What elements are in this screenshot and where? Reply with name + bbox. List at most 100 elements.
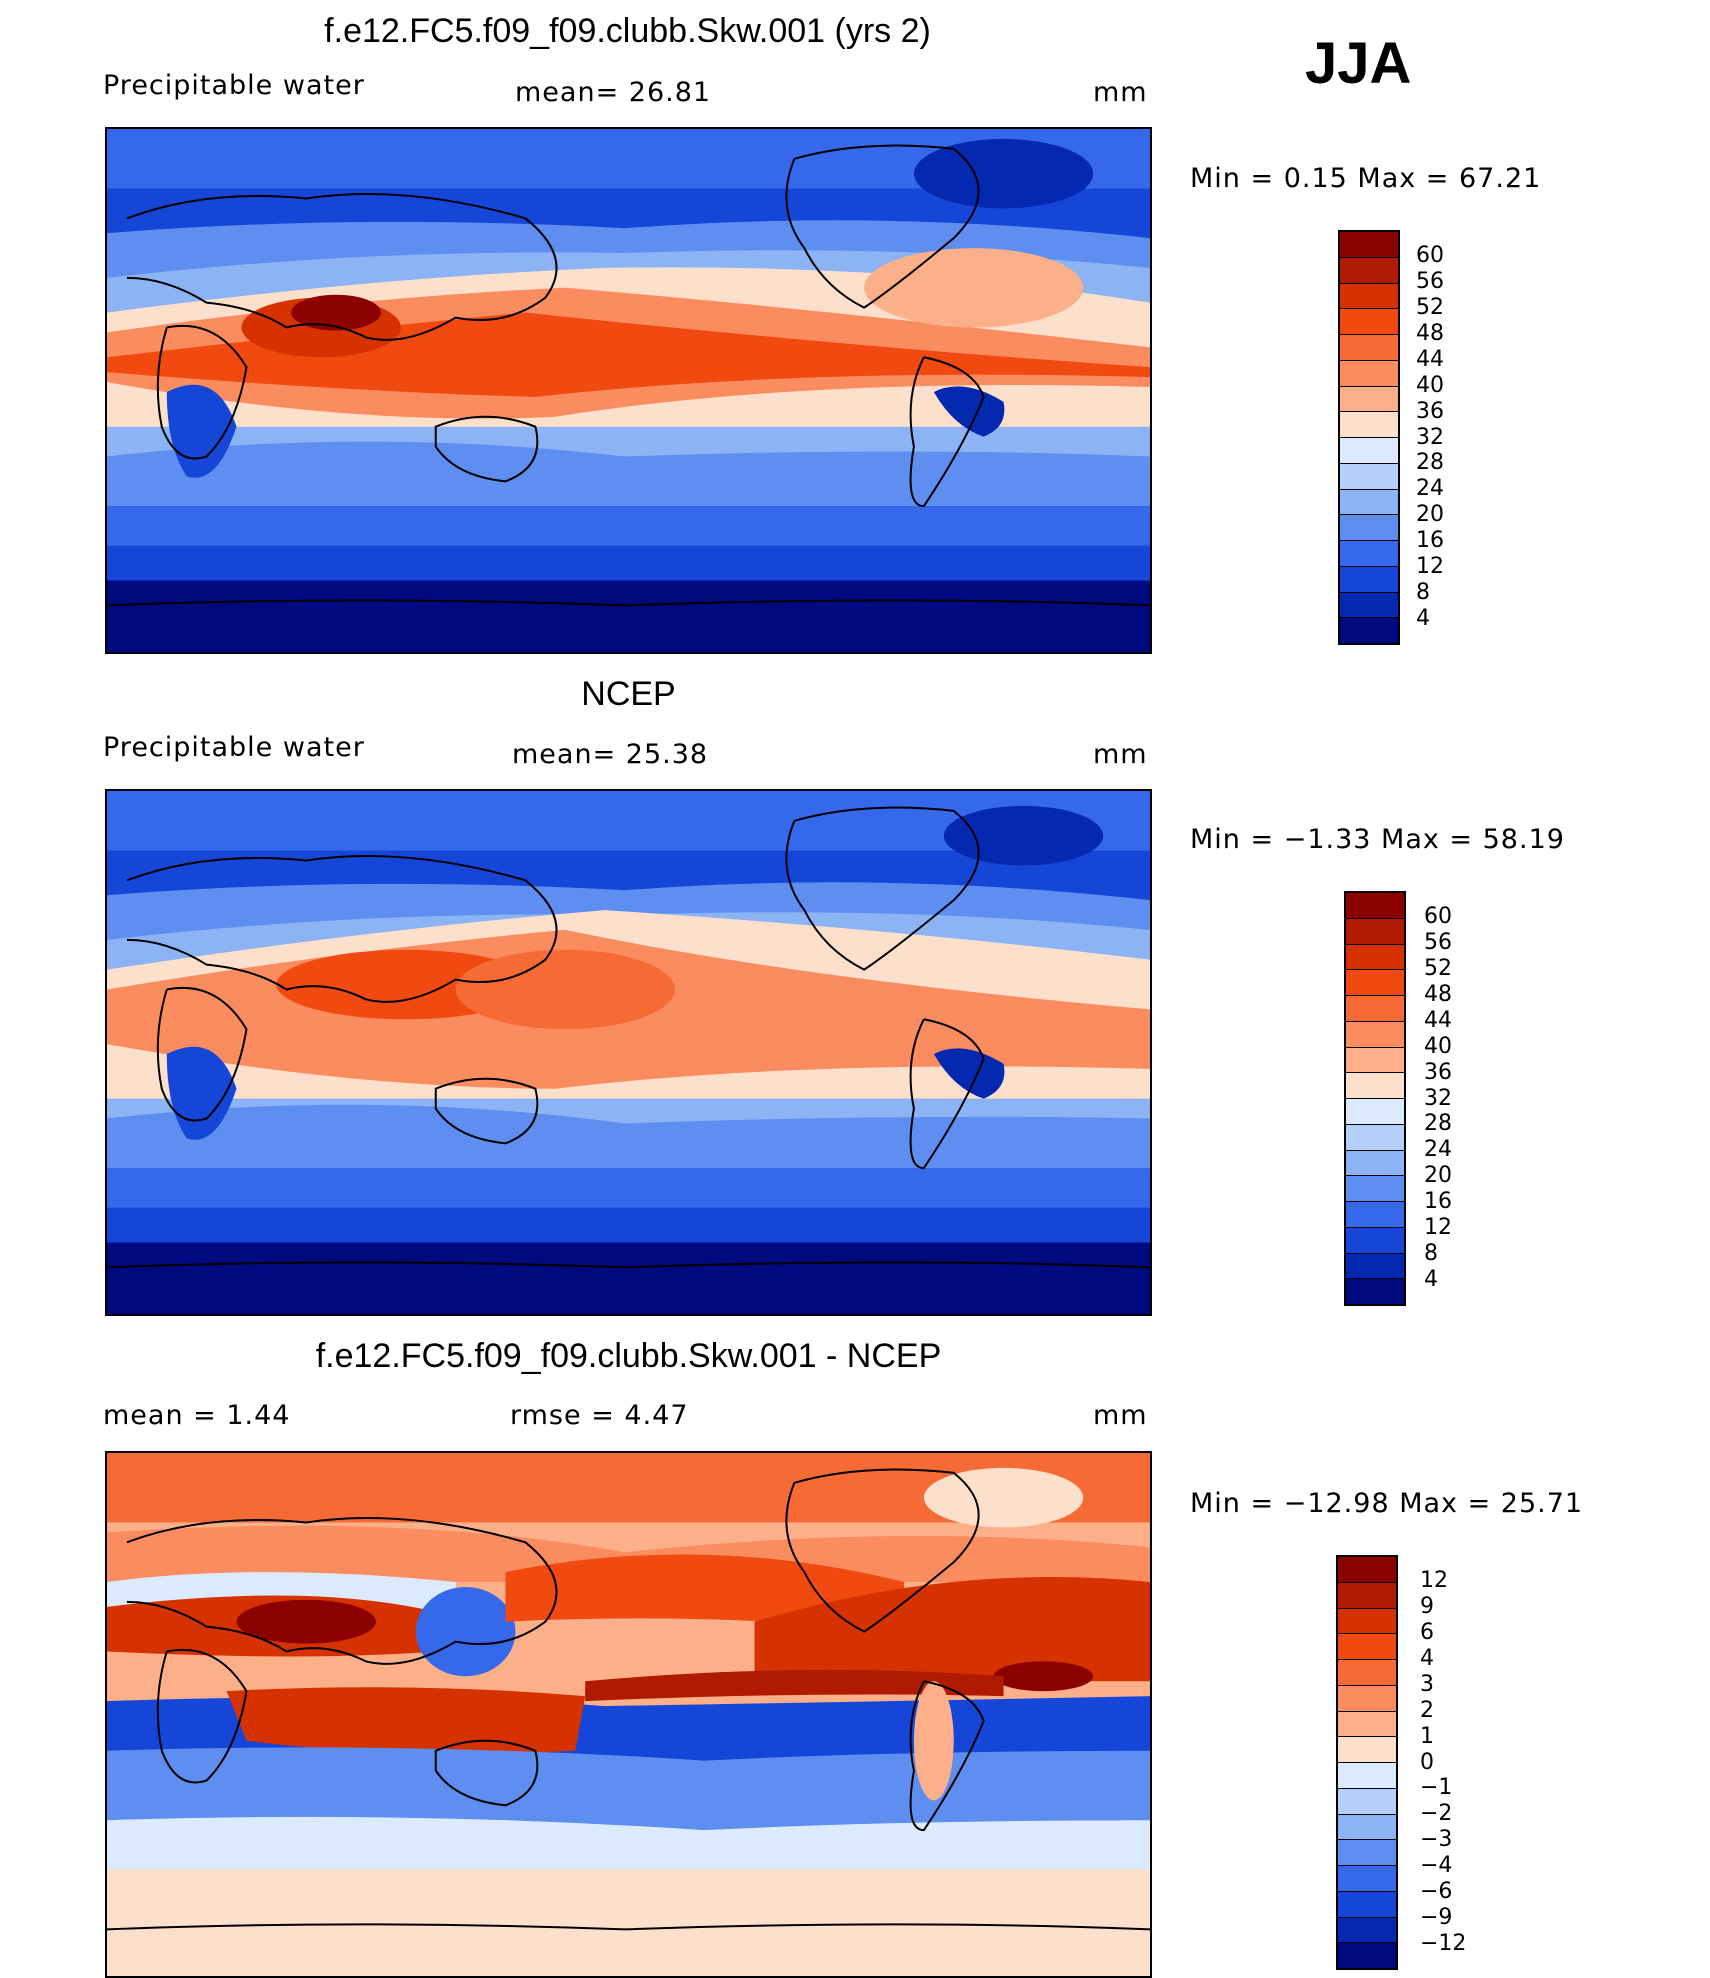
panel-1-variable-label: Precipitable water (103, 70, 365, 101)
colorbar-swatch (1340, 257, 1398, 284)
colorbar-tick-label: 40 (1424, 1033, 1452, 1059)
colorbar-tick-label: 12 (1424, 1215, 1452, 1241)
colorbar-tick-label: 9 (1420, 1593, 1434, 1619)
colorbar-swatch (1340, 412, 1398, 438)
panel-2-units: mm (1093, 739, 1148, 770)
colorbar-tick-label: 32 (1424, 1085, 1452, 1111)
colorbar-tick-label: 52 (1416, 294, 1444, 320)
colorbar-swatch (1346, 1253, 1404, 1280)
colorbar-swatch (1338, 1891, 1396, 1918)
colorbar-swatch (1338, 1788, 1396, 1815)
colorbar-swatch (1340, 360, 1398, 387)
panel-1-colorbar-labels: 60 56 52 48 44 40 36 32 28 24 20 16 12 8 4 (1416, 230, 1476, 645)
colorbar-tick-label: 4 (1416, 606, 1430, 632)
panel-2-title: NCEP (581, 675, 676, 713)
colorbar-tick-label: 8 (1424, 1241, 1438, 1267)
colorbar-tick-label: −9 (1420, 1905, 1453, 1931)
colorbar-tick-label: 16 (1424, 1189, 1452, 1215)
colorbar-swatch (1346, 1176, 1404, 1202)
colorbar-swatch (1346, 918, 1404, 945)
colorbar-tick-label: 20 (1416, 502, 1444, 528)
panel-3-contour-field (107, 1453, 1150, 1976)
colorbar-swatch (1338, 1943, 1396, 1968)
colorbar-tick-label: −4 (1420, 1853, 1453, 1879)
colorbar-swatch (1340, 283, 1398, 310)
colorbar-tick-label: 4 (1420, 1645, 1434, 1671)
colorbar-swatch (1340, 438, 1398, 464)
colorbar-tick-label: 0 (1420, 1749, 1434, 1775)
colorbar-swatch (1346, 996, 1404, 1022)
colorbar-tick-label: 3 (1420, 1671, 1434, 1697)
panel-2-contour-field (107, 791, 1150, 1314)
panel-2-map (105, 789, 1152, 1316)
colorbar-swatch (1338, 1711, 1396, 1738)
panel-2-variable-label: Precipitable water (103, 732, 365, 763)
colorbar-swatch (1340, 232, 1398, 258)
colorbar-swatch (1338, 1557, 1396, 1583)
colorbar-tick-label: 24 (1424, 1137, 1452, 1163)
colorbar-tick-label: 12 (1420, 1567, 1448, 1593)
colorbar-swatch (1340, 515, 1398, 541)
colorbar-swatch (1340, 566, 1398, 593)
colorbar-tick-label: 60 (1424, 903, 1452, 929)
colorbar-tick-label: 48 (1416, 320, 1444, 346)
colorbar-tick-label: 60 (1416, 242, 1444, 268)
panel-2-mean-label: mean= 25.38 (512, 739, 709, 770)
colorbar-tick-label: 12 (1416, 554, 1444, 580)
colorbar-swatch (1346, 1021, 1404, 1048)
colorbar-tick-label: 2 (1420, 1697, 1434, 1723)
colorbar-tick-label: 44 (1424, 1007, 1452, 1033)
colorbar-swatch (1340, 386, 1398, 413)
colorbar-swatch (1340, 592, 1398, 619)
colorbar-tick-label: 48 (1424, 981, 1452, 1007)
colorbar-swatch (1338, 1814, 1396, 1841)
colorbar-tick-label: 1 (1420, 1723, 1434, 1749)
colorbar-swatch (1338, 1608, 1396, 1635)
season-label: JJA (1305, 31, 1412, 96)
colorbar-swatch (1340, 489, 1398, 516)
colorbar-swatch (1338, 1763, 1396, 1789)
colorbar-swatch (1346, 1202, 1404, 1228)
colorbar-tick-label: 8 (1416, 580, 1430, 606)
colorbar-swatch (1338, 1582, 1396, 1609)
panel-3-colorbar-labels: 12 9 6 4 3 2 1 0 −1 −2 −3 −4 −6 −9 −12 (1420, 1555, 1490, 1970)
panel-1-title: f.e12.FC5.f09_f09.clubb.Skw.001 (yrs 2) (324, 12, 931, 50)
colorbar-swatch (1338, 1685, 1396, 1712)
colorbar-tick-label: −2 (1420, 1801, 1453, 1827)
panel-2-colorbar-labels: 60 56 52 48 44 40 36 32 28 24 20 16 12 8 4 (1424, 891, 1484, 1306)
panel-3-map (105, 1451, 1152, 1978)
colorbar-swatch (1346, 944, 1404, 971)
colorbar-swatch (1338, 1866, 1396, 1892)
colorbar-tick-label: 56 (1424, 929, 1452, 955)
panel-3-minmax: Min = −12.98 Max = 25.71 (1190, 1488, 1584, 1519)
colorbar-swatch (1340, 618, 1398, 643)
colorbar-swatch (1346, 970, 1404, 996)
colorbar-swatch (1338, 1917, 1396, 1944)
colorbar-swatch (1340, 463, 1398, 490)
colorbar-swatch (1340, 541, 1398, 567)
colorbar-tick-label: 24 (1416, 476, 1444, 502)
panel-3-title: f.e12.FC5.f09_f09.clubb.Skw.001 - NCEP (315, 1337, 942, 1375)
panel-1-colorbar (1338, 230, 1400, 645)
colorbar-tick-label: 20 (1424, 1163, 1452, 1189)
panel-3-colorbar (1336, 1555, 1398, 1970)
panel-3-mean-label: mean = 1.44 (103, 1400, 291, 1431)
colorbar-tick-label: 36 (1424, 1059, 1452, 1085)
panel-3-units: mm (1093, 1400, 1148, 1431)
colorbar-tick-label: 56 (1416, 268, 1444, 294)
colorbar-tick-label: 52 (1424, 955, 1452, 981)
colorbar-swatch (1338, 1660, 1396, 1686)
colorbar-tick-label: 6 (1420, 1619, 1434, 1645)
colorbar-swatch (1346, 1150, 1404, 1177)
colorbar-swatch (1346, 1073, 1404, 1099)
colorbar-tick-label: −3 (1420, 1827, 1453, 1853)
colorbar-swatch (1346, 893, 1404, 919)
colorbar-swatch (1338, 1840, 1396, 1866)
panel-1-units: mm (1093, 77, 1148, 108)
colorbar-tick-label: −1 (1420, 1775, 1453, 1801)
colorbar-tick-label: −6 (1420, 1879, 1453, 1905)
colorbar-swatch (1338, 1634, 1396, 1660)
colorbar-tick-label: 36 (1416, 398, 1444, 424)
colorbar-tick-label: 40 (1416, 372, 1444, 398)
colorbar-swatch (1346, 1124, 1404, 1151)
